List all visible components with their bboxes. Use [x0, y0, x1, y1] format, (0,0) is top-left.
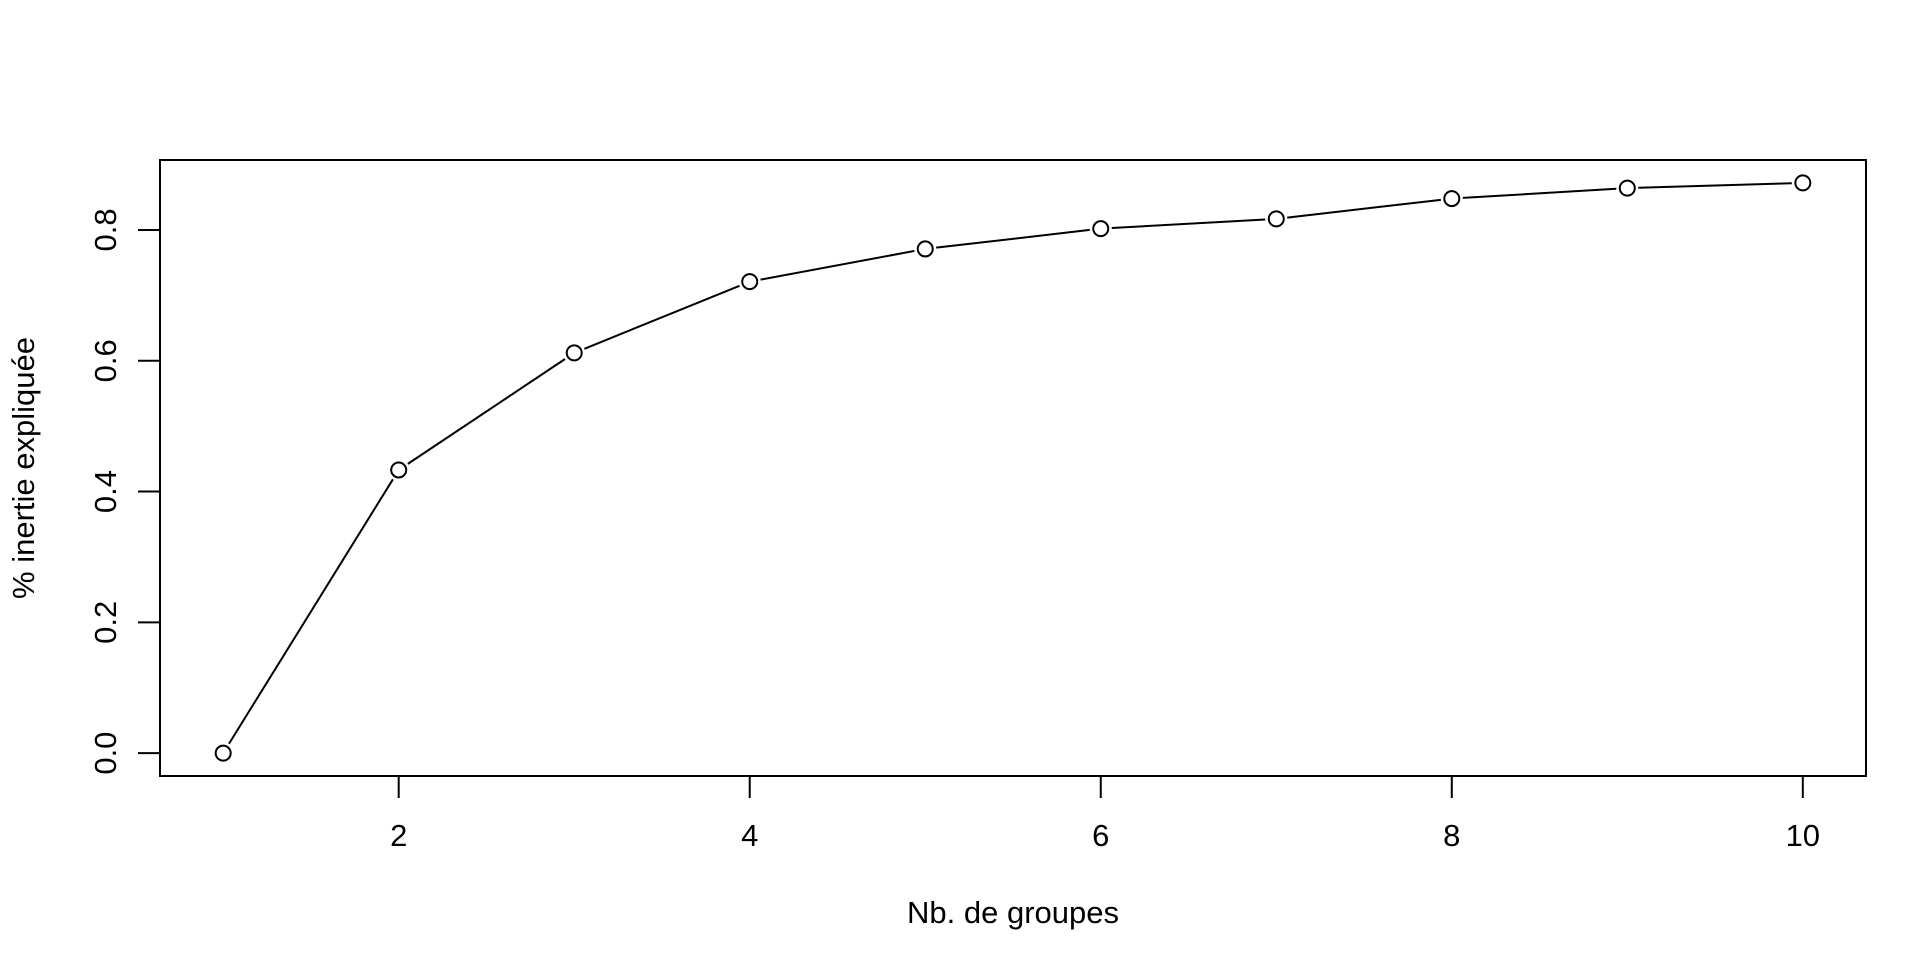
- data-point: [1618, 179, 1636, 197]
- series-line-segment: [584, 284, 740, 350]
- x-tick-label: 4: [741, 818, 758, 853]
- series-line-segment: [1287, 198, 1441, 219]
- x-axis: 2 4 6 8 10: [390, 775, 1820, 853]
- series-line-segment: [1462, 187, 1617, 199]
- y-tick-label: 0.4: [88, 470, 123, 513]
- series-line-segment: [1111, 218, 1266, 230]
- series-line-segment: [936, 228, 1090, 249]
- series-line-segment: [407, 358, 566, 465]
- x-tick-label: 6: [1092, 818, 1109, 853]
- x-tick-label: 2: [390, 818, 407, 853]
- data-point: [390, 461, 408, 479]
- series-line-segment: [228, 478, 394, 745]
- x-tick-label: 8: [1443, 818, 1460, 853]
- y-tick-label: 0.2: [88, 601, 123, 644]
- y-tick-label: 0.0: [88, 732, 123, 775]
- x-tick-label: 10: [1786, 818, 1820, 853]
- data-point: [1092, 220, 1110, 238]
- y-tick-label: 0.8: [88, 208, 123, 251]
- data-point: [565, 344, 583, 362]
- series-line-segment: [760, 249, 915, 281]
- y-tick-label: 0.6: [88, 339, 123, 382]
- plot-frame: [159, 159, 1867, 777]
- data-point: [214, 744, 232, 762]
- data-point: [1794, 174, 1812, 192]
- data-point: [916, 240, 934, 258]
- x-axis-title: Nb. de groupes: [907, 895, 1119, 930]
- y-axis: 0.0 0.2 0.4 0.6 0.8: [88, 208, 161, 775]
- y-axis-title: % inertie expliquée: [6, 337, 41, 599]
- data-point: [1267, 210, 1285, 228]
- data-series: [214, 174, 1812, 762]
- series-line-segment: [1638, 182, 1792, 189]
- data-point: [741, 273, 759, 291]
- data-point: [1443, 190, 1461, 208]
